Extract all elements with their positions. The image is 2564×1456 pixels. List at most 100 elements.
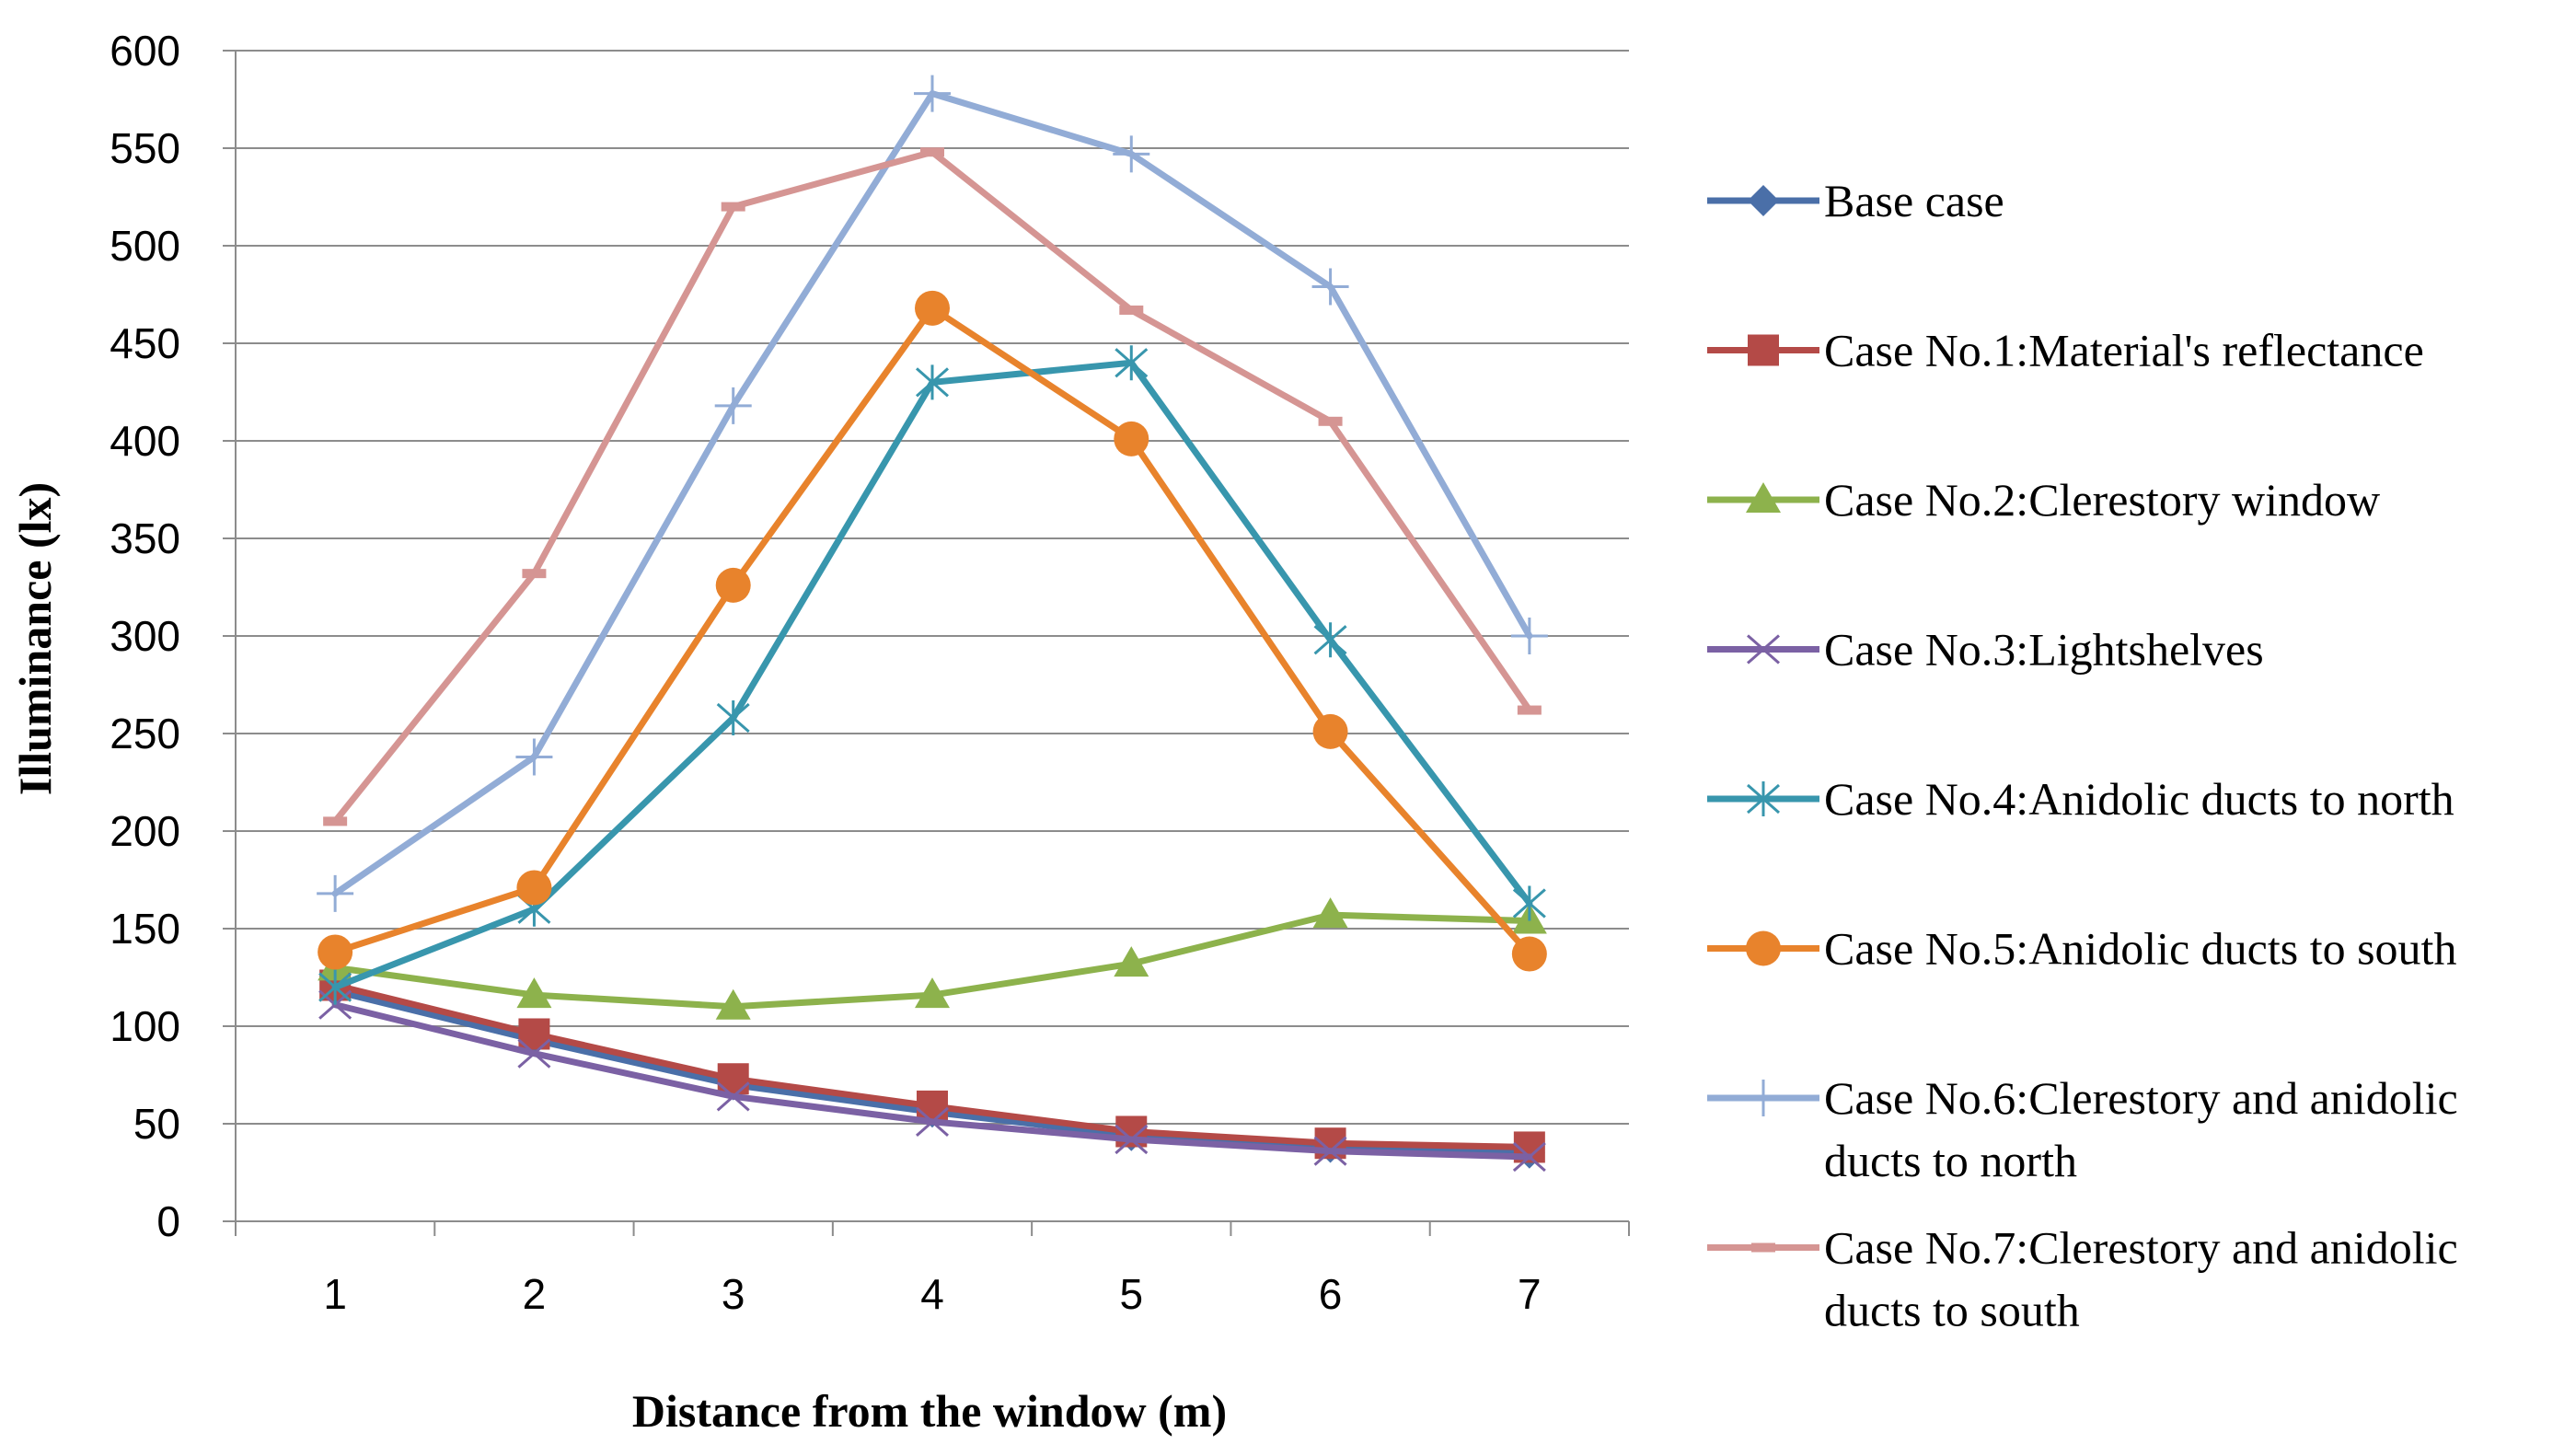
marker-shape [1748, 185, 1779, 216]
marker-shape [1318, 416, 1343, 426]
x-axis-title: Distance from the window (m) [632, 1385, 1227, 1437]
legend-label: ducts to north [1824, 1135, 2077, 1186]
marker-shape [920, 147, 944, 157]
axes: 0 50 100 150 200 250 300 350 400 450 500 550 600 1 2 3 4… [110, 27, 1630, 1318]
marker-shape [1748, 334, 1779, 366]
legend-label: Case No.3:Lightshelves [1824, 624, 2264, 676]
marker-shape [1311, 268, 1349, 306]
x-tick-label: 7 [1518, 1270, 1542, 1318]
gridlines [236, 50, 1629, 1125]
series-group [317, 75, 1548, 1173]
series-line [331, 148, 1533, 825]
series-6 [317, 75, 1548, 912]
marker-shape [1745, 1080, 1782, 1116]
marker-shape [318, 969, 352, 1005]
series-line [331, 90, 1533, 897]
marker-shape [1747, 634, 1780, 664]
marker-shape [915, 290, 950, 326]
marker-shape [1119, 305, 1144, 315]
data-point [721, 202, 745, 212]
data-point [517, 1038, 551, 1069]
marker-shape [1115, 1124, 1149, 1155]
data-point [716, 700, 750, 736]
legend-swatch-marker [1745, 1080, 1782, 1116]
data-point [318, 969, 352, 1005]
legend-item: Case No.3:Lightshelves [1707, 624, 2264, 676]
marker-shape [1747, 781, 1780, 816]
data-point [1115, 1124, 1149, 1155]
legend-item: Case No.1:Material's reflectance [1707, 325, 2424, 376]
marker-shape [1512, 1141, 1546, 1173]
marker-shape [318, 934, 353, 970]
data-point [1115, 345, 1149, 381]
y-tick-label: 600 [110, 27, 180, 75]
marker-shape [1746, 482, 1781, 513]
data-point [1512, 885, 1546, 921]
marker-shape [1313, 1136, 1347, 1166]
x-tick-label: 4 [920, 1270, 944, 1318]
data-point [516, 870, 552, 906]
marker-shape [1746, 930, 1781, 966]
marker-shape [716, 700, 750, 736]
data-point [516, 977, 552, 1009]
data-point [1312, 897, 1348, 929]
legend-label: Base case [1824, 175, 2004, 226]
data-point [1114, 946, 1149, 977]
series-line [331, 305, 1533, 958]
legend-item: Case No.7:Clerestory and anidolic ducts t… [1707, 1222, 2458, 1336]
data-point [917, 1090, 948, 1122]
legend-swatch-marker [1748, 185, 1779, 216]
marker-shape [917, 1090, 948, 1122]
data-point [714, 387, 752, 424]
x-tick-label: 3 [722, 1270, 745, 1318]
marker-shape [517, 1038, 551, 1069]
data-point [317, 874, 354, 912]
marker-shape [1751, 1242, 1775, 1253]
data-point [920, 147, 944, 157]
data-point [1510, 618, 1548, 654]
marker-shape [515, 738, 553, 776]
y-tick-label: 300 [110, 612, 180, 660]
data-point [916, 1106, 949, 1138]
y-tick-label: 350 [110, 514, 180, 562]
x-tick-label: 5 [1119, 1270, 1143, 1318]
marker-shape [1312, 713, 1348, 749]
legend-label: Case No.2:Clerestory window [1824, 474, 2380, 526]
legend-item: Case No.6:Clerestory and anidolic ducts t… [1707, 1072, 2458, 1186]
marker-shape [915, 977, 950, 1009]
data-point [715, 988, 751, 1020]
series-line [331, 988, 1533, 1157]
data-point [1312, 713, 1348, 749]
marker-shape [714, 387, 752, 424]
series-5 [318, 290, 1547, 972]
data-point [1119, 305, 1144, 315]
data-point [1113, 135, 1150, 173]
marker-shape [1512, 885, 1546, 921]
y-tick-label: 200 [110, 807, 180, 855]
legend-swatch-marker [1746, 482, 1781, 513]
data-point [515, 738, 553, 776]
legend-swatch-marker [1746, 930, 1781, 966]
marker-shape [1114, 421, 1149, 456]
y-tick-label: 450 [110, 319, 180, 367]
legend-swatch-marker [1748, 334, 1779, 366]
x-tick-label: 2 [523, 1270, 547, 1318]
data-point [1313, 1136, 1347, 1166]
series-3 [318, 989, 1546, 1173]
legend-swatch-marker [1751, 1242, 1775, 1253]
y-tick-label: 0 [156, 1197, 180, 1245]
legend-label: ducts to south [1824, 1285, 2080, 1336]
y-tick-label: 400 [110, 417, 180, 465]
legend-label: Case No.7:Clerestory and anidolic [1824, 1222, 2458, 1274]
y-tick-label: 150 [110, 905, 180, 953]
marker-shape [317, 874, 354, 912]
legend-swatch-marker [1747, 634, 1780, 664]
y-tick-label: 500 [110, 222, 180, 270]
data-point [318, 934, 353, 970]
marker-shape [721, 202, 745, 212]
data-point [914, 75, 951, 112]
marker-shape [516, 870, 552, 906]
data-point [717, 1063, 749, 1095]
y-tick-label: 250 [110, 710, 180, 757]
